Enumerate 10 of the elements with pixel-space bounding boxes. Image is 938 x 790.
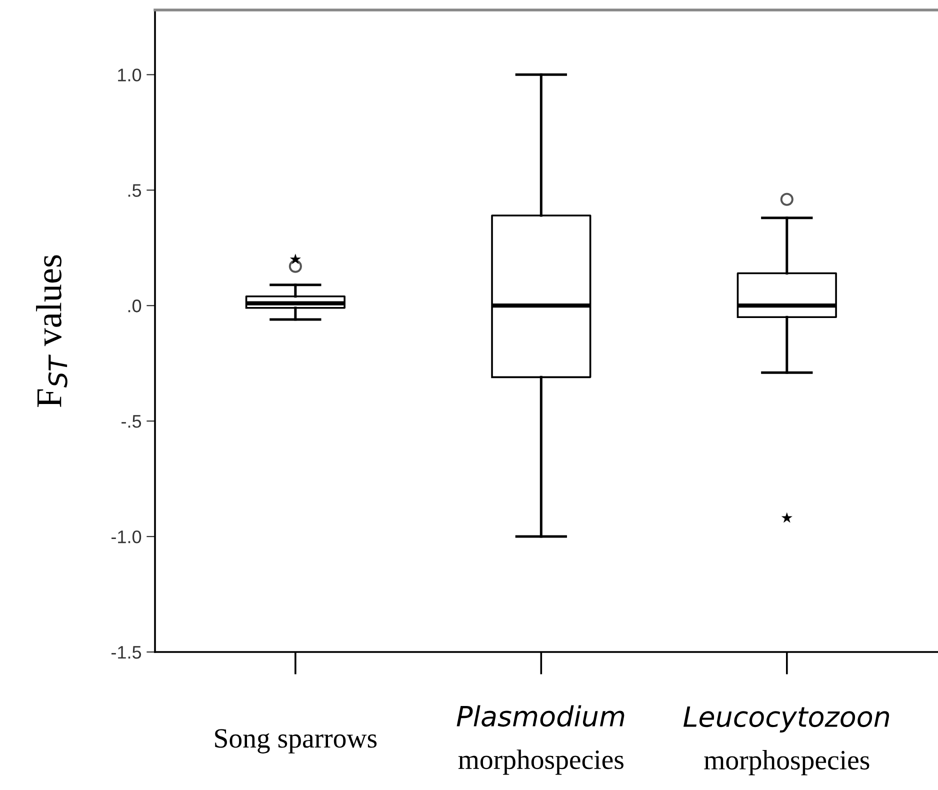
x-tick-label: Song sparrows <box>215 729 377 754</box>
x-tick-label: Leucocytozoon morphospecies <box>683 706 890 776</box>
y-tick-label: -1.5 <box>112 646 142 659</box>
y-tick-label: 1.0 <box>118 68 142 82</box>
y-axis-title: F$_{ST}$ values <box>36 255 68 408</box>
y-tick-label: .0 <box>128 300 142 312</box>
y-tick-label: .5 <box>128 184 142 197</box>
x-tick-label: Plasmodium morphospecies <box>456 705 624 775</box>
y-tick-label: -.5 <box>122 415 142 428</box>
y-tick-label: -1.0 <box>112 530 142 544</box>
